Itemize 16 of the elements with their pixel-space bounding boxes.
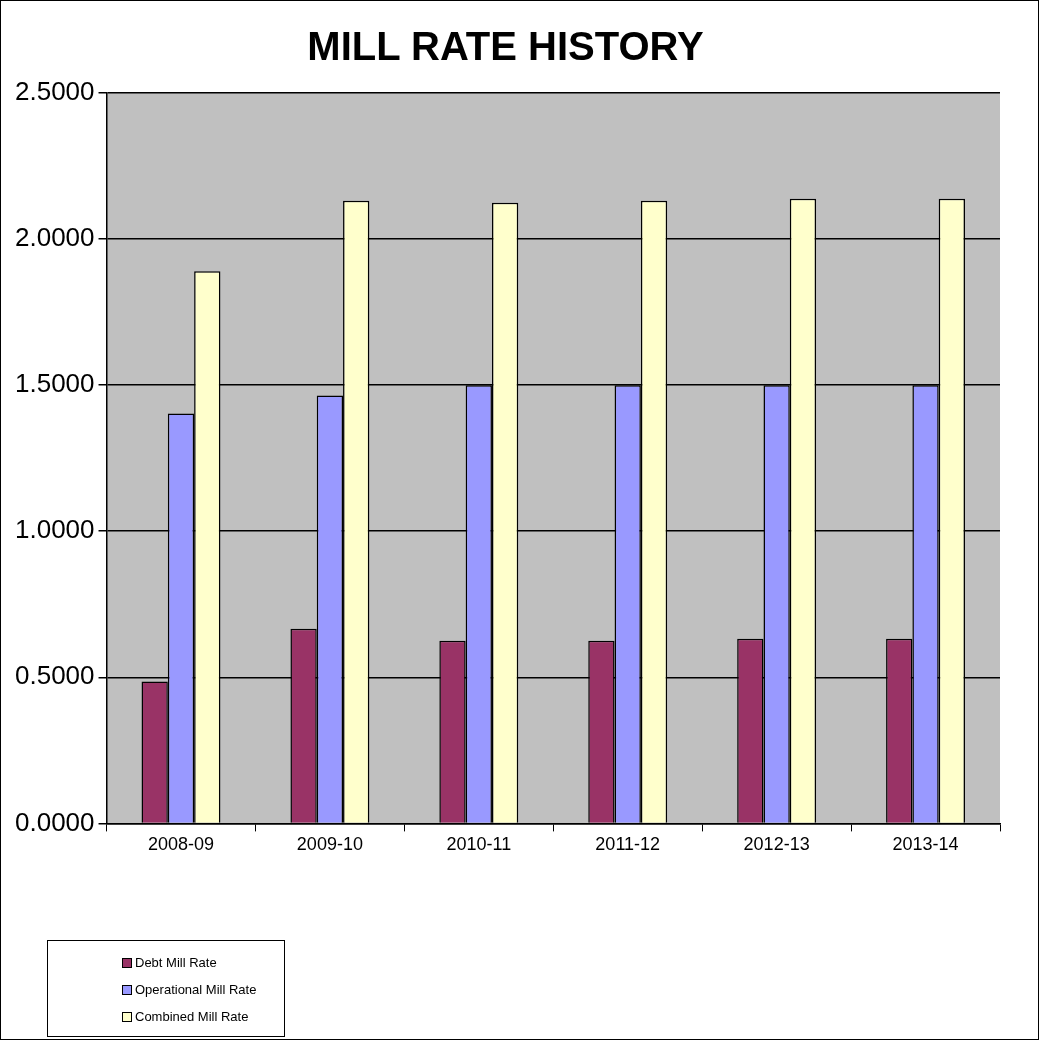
y-tick-label: 0.0000	[14, 806, 95, 837]
y-tick-label: 1.0000	[14, 514, 95, 545]
legend-label: Debt Mill Rate	[135, 955, 217, 970]
legend-label: Operational Mill Rate	[135, 982, 257, 997]
x-tick-label: 2012-13	[743, 834, 810, 855]
y-tick-label: 0.5000	[14, 660, 95, 691]
x-tick-label: 2010-11	[446, 834, 512, 855]
legend-label: Combined Mill Rate	[135, 1009, 249, 1024]
x-tick-label: 2011-12	[595, 834, 661, 855]
x-tick-label: 2013-14	[892, 834, 959, 855]
chart-title: MILL RATE HISTORY	[307, 24, 704, 69]
x-tick-label: 2008-09	[147, 834, 215, 855]
y-tick-label: 1.5000	[14, 368, 95, 399]
y-tick-label: 2.5000	[14, 76, 95, 107]
y-tick-label: 2.0000	[14, 222, 95, 253]
x-tick-label: 2009-10	[296, 834, 363, 855]
